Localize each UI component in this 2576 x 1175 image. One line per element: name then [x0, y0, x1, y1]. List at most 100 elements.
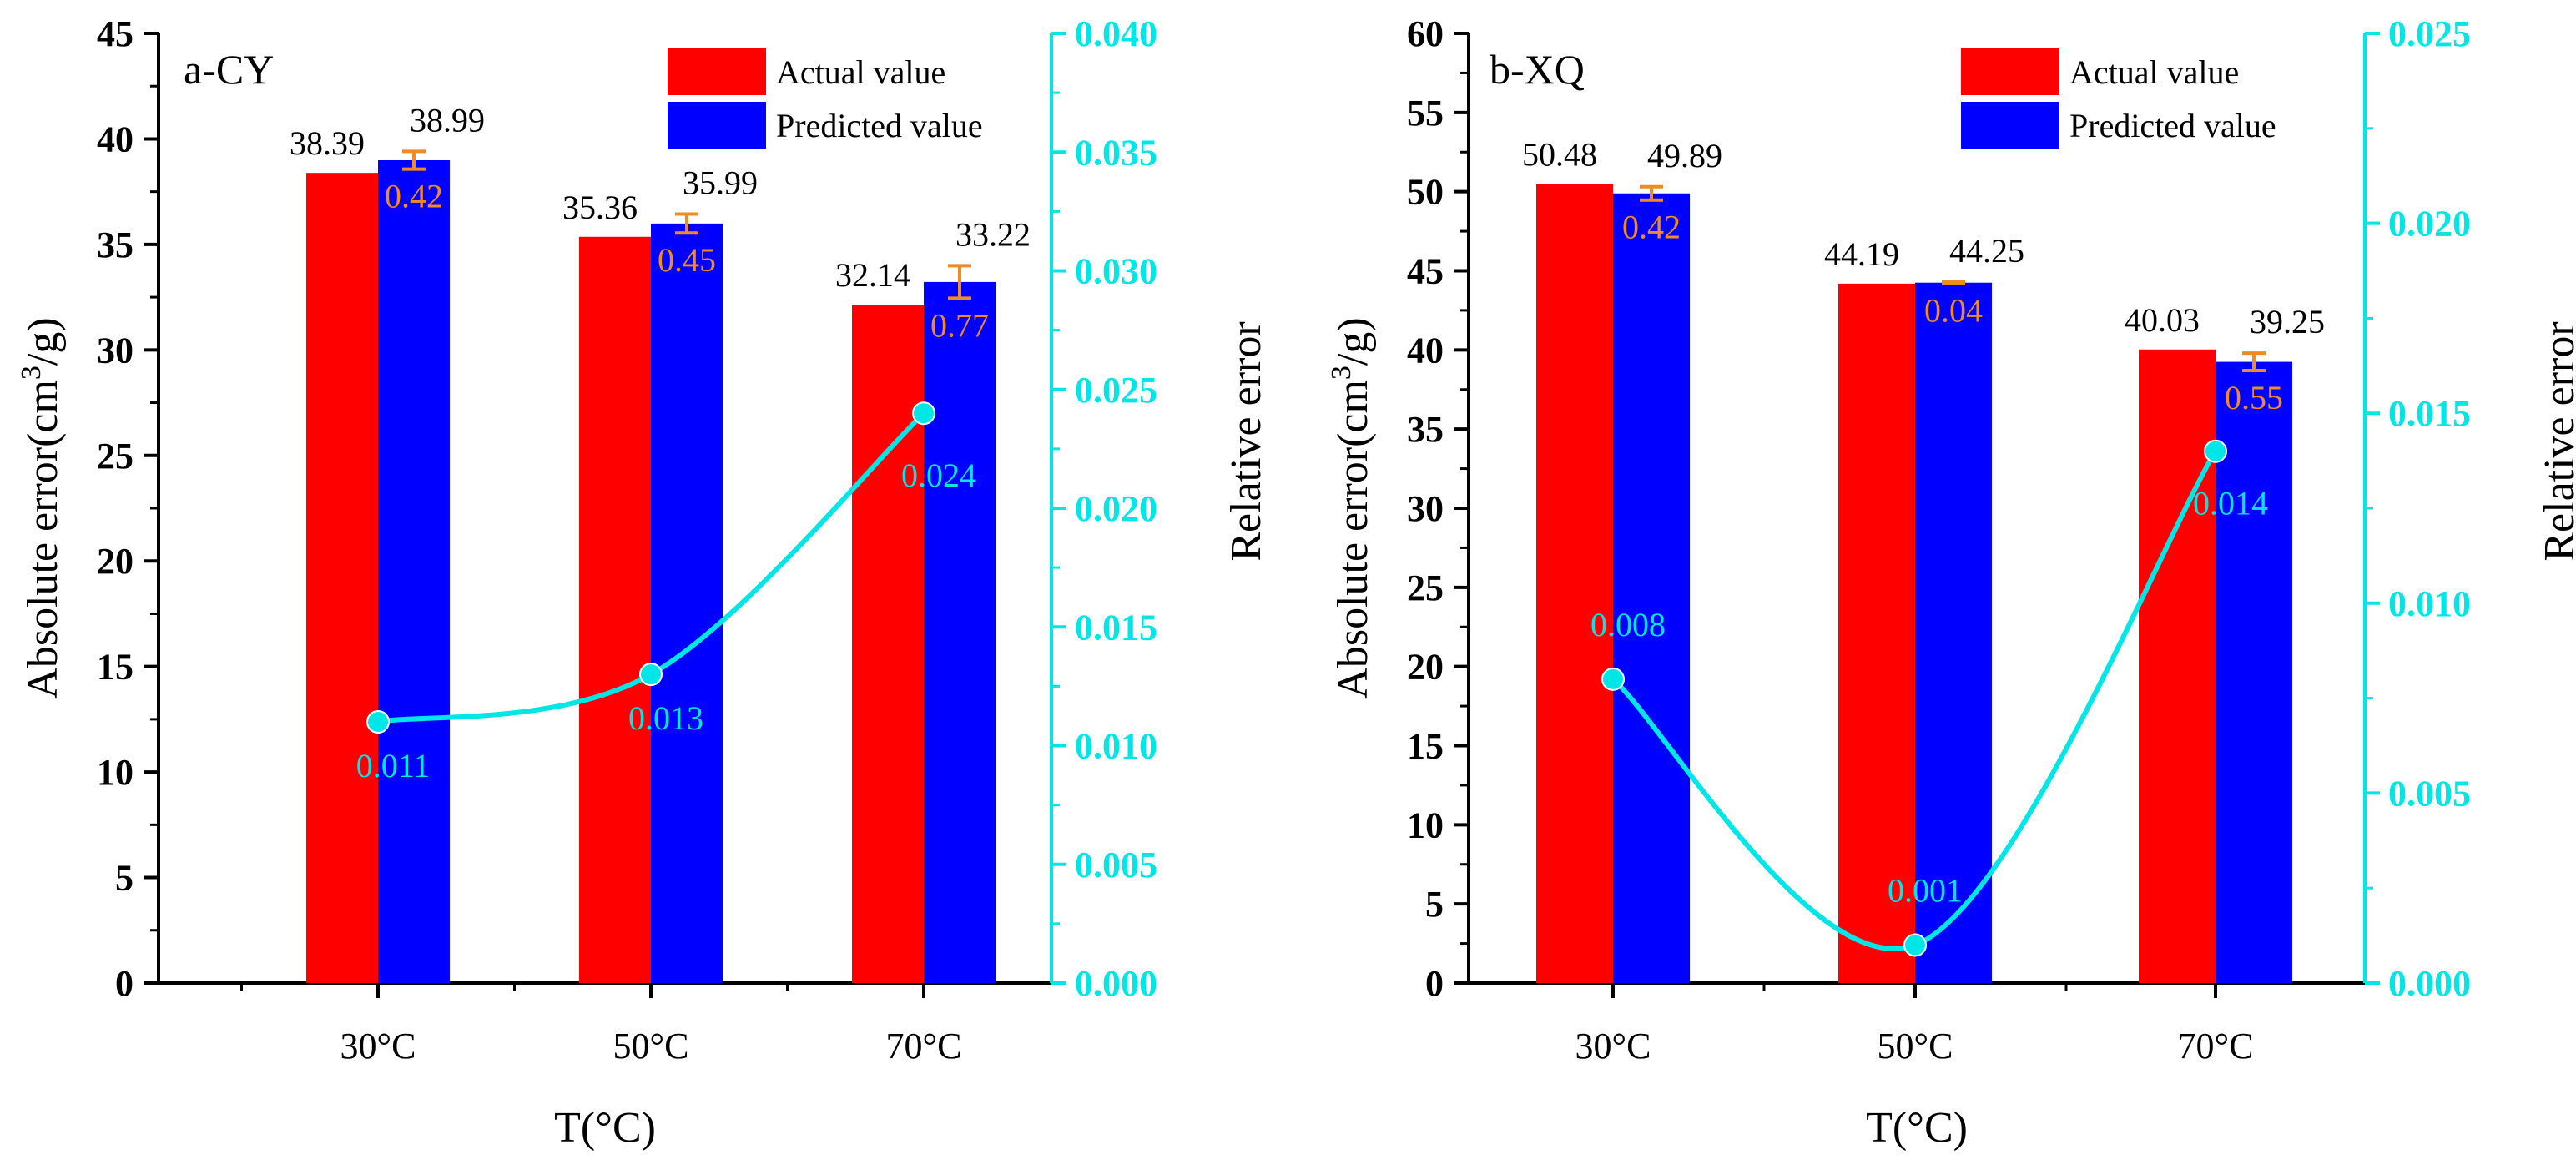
bar-predicted	[651, 223, 723, 983]
relative-error-point	[1903, 933, 1927, 957]
bar-actual	[2139, 349, 2216, 983]
y-right-axis-title: Relative error	[2536, 321, 2576, 561]
x-tick-label: 70°C	[886, 1026, 962, 1067]
y-tick-label: 40	[1407, 330, 1444, 371]
relative-error-label: 0.011	[356, 747, 431, 784]
y-right-tick-label: 0.005	[1075, 845, 1157, 885]
y-right-tick-label: 0.030	[1075, 251, 1157, 292]
y-tick-label: 10	[1407, 804, 1444, 845]
y-tick-label: 5	[115, 858, 134, 899]
legend-swatch-predicted	[668, 102, 766, 149]
bar-label-actual: 50.48	[1522, 136, 1597, 174]
y-right-tick-label: 0.025	[2388, 13, 2471, 54]
chart-panel-a: 0 5 10 15 20 25 30 35 40 45 0.000 0.005 0.010 0.015 0.…	[16, 13, 1270, 1152]
y-tick-label: 60	[1407, 13, 1444, 54]
error-label: 0.55	[2225, 379, 2283, 416]
x-axis-title: T(°C)	[554, 1104, 656, 1152]
error-bar	[402, 149, 426, 171]
bar-predicted	[1613, 193, 1690, 984]
y-tick-label: 25	[1407, 567, 1444, 608]
y-axis-title-sup: 3	[1326, 366, 1357, 380]
bar-label-predicted: 44.25	[1949, 232, 2024, 270]
y-tick-label: 55	[1407, 93, 1444, 134]
y-tick-label: 35	[1407, 409, 1444, 450]
bar-predicted	[2216, 361, 2292, 983]
bar-label-actual: 38.39	[290, 124, 365, 162]
y-tick-label: 30	[97, 330, 134, 371]
relative-error-label: 0.008	[1590, 606, 1666, 643]
relative-error-label: 0.014	[2193, 485, 2268, 522]
y-tick-label: 0	[1425, 963, 1444, 1004]
relative-error-label: 0.013	[628, 699, 703, 737]
y-tick-label: 40	[97, 119, 134, 159]
y-tick-label: 20	[1407, 647, 1444, 688]
y-right-axis-title: Relative error	[1222, 321, 1270, 561]
bar-label-predicted: 38.99	[410, 101, 485, 139]
bar-label-actual: 32.14	[835, 256, 910, 294]
y-right-tick-label: 0.010	[2388, 583, 2471, 624]
y-tick-label: 15	[97, 647, 134, 688]
legend-swatch-actual	[1961, 48, 2059, 95]
y-tick-label: 10	[97, 752, 134, 793]
error-bar	[2242, 351, 2266, 372]
y-axis-title: Absolute error(cm3/g)	[1326, 317, 1377, 698]
y-tick-label: 35	[97, 224, 134, 265]
y-axis-title-main: Absolute error(cm	[1329, 380, 1377, 699]
y-axis-title-unit: /g)	[19, 317, 67, 366]
chart-panel-b: 0 5 10 15 20 25 30 35 40 45 50 55 60 0.000 0.005 0.010 0…	[1326, 13, 2576, 1152]
y-right-tick-label: 0.010	[1075, 726, 1157, 767]
error-label: 0.45	[658, 241, 716, 279]
legend: Actual value Predicted value	[668, 48, 983, 149]
y-tick-label: 45	[97, 13, 134, 54]
bar-actual	[1536, 184, 1613, 983]
y-tick-label: 45	[1407, 251, 1444, 292]
y-tick-label: 25	[97, 436, 134, 477]
x-tick-label: 50°C	[613, 1026, 689, 1067]
legend-swatch-predicted	[1961, 102, 2059, 149]
legend-label-actual: Actual value	[2069, 53, 2239, 91]
y-right-tick-label: 0.015	[2388, 393, 2471, 434]
error-bar	[1942, 280, 1965, 285]
bar-label-actual: 40.03	[2125, 301, 2200, 339]
relative-error-label: 0.001	[1888, 871, 1963, 909]
y-tick-label: 30	[1407, 488, 1444, 529]
bar-actual	[306, 173, 378, 984]
legend-label-predicted: Predicted value	[2069, 107, 2276, 144]
y-right-tick-label: 0.035	[1075, 132, 1157, 173]
y-right-tick-label: 0.020	[2388, 204, 2471, 245]
y-right-tick-label: 0.005	[2388, 773, 2471, 814]
bar-label-predicted: 49.89	[1647, 137, 1722, 174]
bar-label-predicted: 39.25	[2250, 303, 2325, 340]
bar-predicted	[924, 281, 996, 984]
y-right-tick-label: 0.000	[1075, 963, 1157, 1004]
x-tick-label: 70°C	[2178, 1026, 2254, 1067]
legend-label-predicted: Predicted value	[776, 107, 983, 144]
y-tick-label: 15	[1407, 726, 1444, 767]
relative-error-point	[2204, 439, 2227, 463]
legend-swatch-actual	[668, 48, 766, 95]
bar-label-predicted: 35.99	[683, 164, 758, 201]
relative-error-label: 0.024	[901, 456, 976, 494]
y-right-tick-label: 0.015	[1075, 607, 1157, 648]
bar-actual	[1838, 283, 1915, 983]
legend-label-actual: Actual value	[776, 53, 945, 91]
bar-actual	[579, 236, 651, 983]
relative-error-point	[912, 401, 935, 426]
bar-label-actual: 44.19	[1824, 235, 1899, 273]
x-tick-label: 30°C	[340, 1026, 416, 1067]
y-right-tick-label: 0.040	[1075, 13, 1157, 54]
y-axis-title-main: Absolute error(cm	[19, 380, 67, 699]
y-right-tick-label: 0.000	[2388, 963, 2471, 1004]
y-right-tick-label: 0.020	[1075, 488, 1157, 529]
error-label: 0.42	[1622, 209, 1681, 246]
legend: Actual value Predicted value	[1961, 48, 2276, 149]
y-tick-label: 20	[97, 541, 134, 582]
x-axis-title: T(°C)	[1866, 1104, 1968, 1152]
y-right-tick-label: 0.025	[1075, 370, 1157, 411]
x-tick-label: 50°C	[1878, 1026, 1953, 1067]
error-label: 0.77	[930, 306, 989, 344]
relative-error-point	[366, 710, 390, 734]
bar-predicted	[378, 159, 450, 984]
error-bar	[1640, 184, 1663, 202]
